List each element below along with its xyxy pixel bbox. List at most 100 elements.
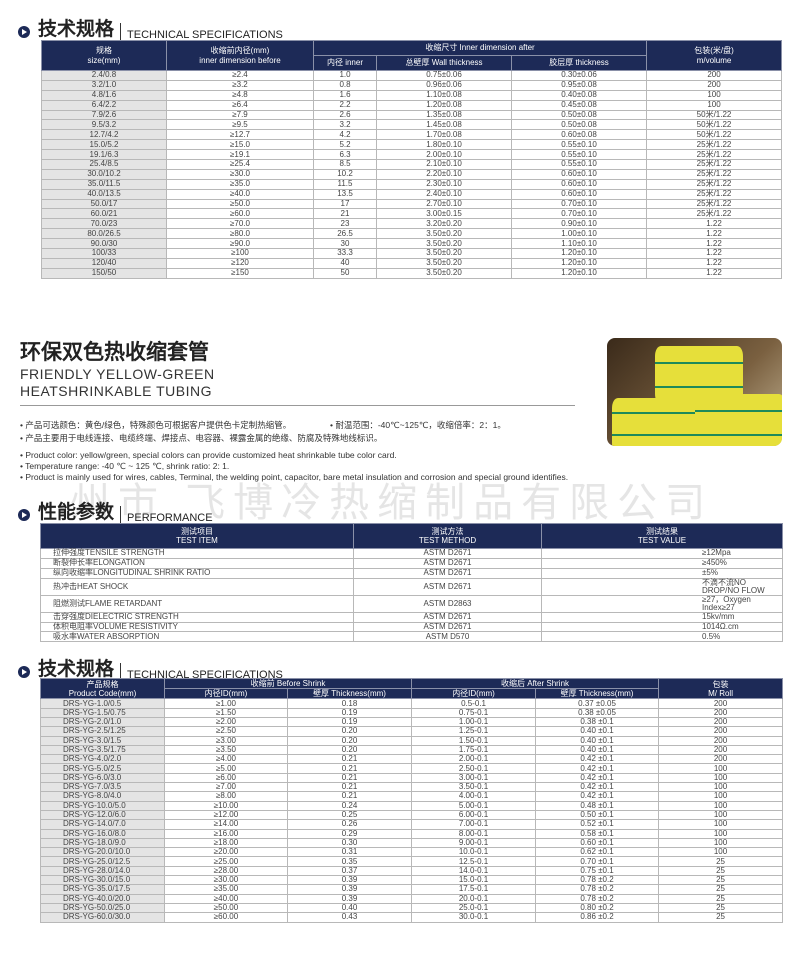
table-cell: ≥90.0 xyxy=(166,238,314,250)
table-cell: 7.9/2.6 xyxy=(41,109,167,121)
table-cell: DRS-YG-60.0/30.0 xyxy=(40,912,165,923)
table-cell: ≥100 xyxy=(166,248,314,259)
table-cell: 吸水率WATER ABSORPTION xyxy=(40,631,354,643)
header-id-before: 内径ID(mm) xyxy=(164,688,288,700)
table-row: DRS-YG-2.5/1.25 ≥2.50 0.20 1.25-0.1 0.40 ±0.… xyxy=(40,726,784,737)
table-cell: 3.50±0.20 xyxy=(376,267,512,279)
table-row: 9.5/3.2 ≥9.5 3.2 1.45±0.08 0.50±0.08 50米/1.22 xyxy=(41,119,783,131)
table-cell: 1.80±0.10 xyxy=(376,139,512,151)
table-cell: 3.50-0.1 xyxy=(411,782,537,793)
table-cell: ≥18.00 xyxy=(164,837,288,849)
table-cell: 11.5 xyxy=(313,178,377,190)
table-cell: 30 xyxy=(313,238,377,250)
table-cell: 13.5 xyxy=(313,188,377,200)
table-cell: 0.50±0.08 xyxy=(510,119,648,131)
table-cell: 40.0/13.5 xyxy=(41,188,167,200)
table-cell: 200 xyxy=(658,716,784,728)
table-cell: ≥6.00 xyxy=(164,772,288,784)
table-cell: DRS-YG-14.0/7.0 xyxy=(40,819,165,830)
table-cell: 1.20±0.08 xyxy=(376,99,512,111)
table-cell: 0.55±0.10 xyxy=(510,159,648,170)
table-cell: ≥28.00 xyxy=(164,865,288,877)
table-cell: 纵向收缩率LONGITUDINAL SHRINK RATIO xyxy=(40,567,354,579)
table-row: 断裂伸长率ELONGATION ASTM D2671 ≥450% xyxy=(40,557,783,569)
table-cell: ≥80.0 xyxy=(166,228,314,240)
table-cell: 0.70±0.10 xyxy=(510,208,648,220)
table-cell: 0.20 xyxy=(286,726,413,737)
table-cell: 40 xyxy=(313,257,377,269)
table-cell: 0.86 ±0.2 xyxy=(535,912,660,923)
table-cell: 0.78 ±0.2 xyxy=(535,893,660,904)
table-cell: 1.22 xyxy=(646,257,783,269)
table-cell: 0.42 ±0.1 xyxy=(535,782,660,793)
table-cell: DRS-YG-1.0/0.5 xyxy=(40,698,165,709)
table-cell: ≥20.00 xyxy=(164,847,288,858)
table-cell: ≥2.50 xyxy=(164,726,288,737)
table-cell: ≥15.0 xyxy=(166,139,314,151)
table-cell: 12.7/4.2 xyxy=(41,129,167,141)
table-row: 体积电阻率VOLUME RESISTIVITY ASTM D2671 1014Ω.c… xyxy=(40,621,783,633)
table-row: 6.4/2.2 ≥6.4 2.2 1.20±0.08 0.45±0.08 100 xyxy=(41,99,783,111)
table-cell: 8.5 xyxy=(313,159,377,170)
table-cell: 0.24 xyxy=(286,800,413,811)
table-cell: 30.0-0.1 xyxy=(411,912,537,923)
table-row: 90.0/30 ≥90.0 30 3.50±0.20 1.10±0.10 1.22 xyxy=(41,238,783,250)
table-cell: 1.6 xyxy=(313,89,377,101)
table-cell: 0.20 xyxy=(286,735,413,746)
table-cell: 15.0-0.1 xyxy=(411,874,537,886)
table-cell: 50米/1.22 xyxy=(646,129,783,141)
table-row: 阻燃测试FLAME RETARDANT ASTM D2863 ≥27，Oxygen … xyxy=(40,594,783,613)
table-cell: DRS-YG-6.0/3.0 xyxy=(40,772,165,784)
table-row: 拉伸强度TENSILE STRENGTH ASTM D2671 ≥12Mpa xyxy=(40,548,783,559)
table-cell: 0.40 ±0.1 xyxy=(535,744,660,756)
table-row: DRS-YG-30.0/15.0 ≥30.00 0.39 15.0-0.1 0.78 ±… xyxy=(40,874,784,886)
table-cell: 0.26 xyxy=(286,819,413,830)
table-cell: 1.20±0.10 xyxy=(510,257,648,269)
separator xyxy=(120,23,122,41)
table-cell: DRS-YG-3.0/1.5 xyxy=(40,735,165,746)
table-cell: 25米/1.22 xyxy=(646,159,783,170)
section-heading-specs-2: 技术规格 TECHNICAL SPECIFICATIONS xyxy=(18,654,283,681)
arrow-circle-icon xyxy=(18,509,30,521)
table-cell: ≥50.0 xyxy=(166,198,314,210)
table-row: 击穿强度DIELECTRIC STRENGTH ASTM D2671 15kv/mm xyxy=(40,611,783,623)
table-cell: 0.60 ±0.1 xyxy=(535,837,660,849)
table-cell: 1.10±0.08 xyxy=(376,89,512,101)
table-cell: 2.00±0.10 xyxy=(376,149,512,161)
table-cell: 25米/1.22 xyxy=(646,178,783,190)
table-cell: 0.42 ±0.1 xyxy=(535,754,660,765)
table-cell: ≥40.0 xyxy=(166,188,314,200)
table-cell: 200 xyxy=(646,79,783,91)
header-wall: 总壁厚 Wall thickness xyxy=(376,55,512,71)
table-cell: 5.2 xyxy=(313,139,377,151)
table-cell: ASTM D2671 xyxy=(353,548,542,559)
table-row: DRS-YG-4.0/2.0 ≥4.00 0.21 2.00-0.1 0.42 ±0.1… xyxy=(40,754,784,765)
table-cell: 2.4/0.8 xyxy=(41,70,167,81)
table-cell: 50米/1.22 xyxy=(646,119,783,131)
table-cell: ≥120 xyxy=(166,257,314,269)
table-cell: ASTM D2671 xyxy=(353,611,542,623)
table-cell: ≥8.00 xyxy=(164,791,288,802)
table-cell: 1.22 xyxy=(646,228,783,240)
table-cell: 0.38 ±0.1 xyxy=(535,716,660,728)
table-cell: 25.4/8.5 xyxy=(41,159,167,170)
performance-table: 测试项目 TEST ITEM 测试方法 TEST METHOD 测试结果 TEST V… xyxy=(40,523,783,643)
table-cell: 0.35 xyxy=(286,856,413,867)
table-row: 25.4/8.5 ≥25.4 8.5 2.10±0.10 0.55±0.10 25米/1.… xyxy=(41,159,783,170)
table-row: DRS-YG-6.0/3.0 ≥6.00 0.21 3.00-0.1 0.42 ±0.1… xyxy=(40,772,784,784)
table-cell: DRS-YG-7.0/3.5 xyxy=(40,782,165,793)
table-cell: 0.95±0.08 xyxy=(510,79,648,91)
table-cell: 0.21 xyxy=(286,782,413,793)
table-cell: 0.75 ±0.1 xyxy=(535,865,660,877)
table-row: DRS-YG-20.0/10.0 ≥20.00 0.31 10.0-0.1 0.62 ±… xyxy=(40,847,784,858)
table-cell: 0.70±0.10 xyxy=(510,198,648,210)
table-cell: 0.8 xyxy=(313,79,377,91)
header-pack: 包装 M/ Roll xyxy=(658,677,784,700)
table-row: 4.8/1.6 ≥4.8 1.6 1.10±0.08 0.40±0.08 100 xyxy=(41,89,783,101)
table-cell: 2.30±0.10 xyxy=(376,178,512,190)
table-cell: 70.0/23 xyxy=(41,218,167,230)
table-cell: 0.5-0.1 xyxy=(411,698,537,709)
table-row: 80.0/26.5 ≥80.0 26.5 3.50±0.20 1.00±0.10 1.22 xyxy=(41,228,783,240)
table-cell: 60.0/21 xyxy=(41,208,167,220)
table-cell: ≥12.00 xyxy=(164,809,288,821)
